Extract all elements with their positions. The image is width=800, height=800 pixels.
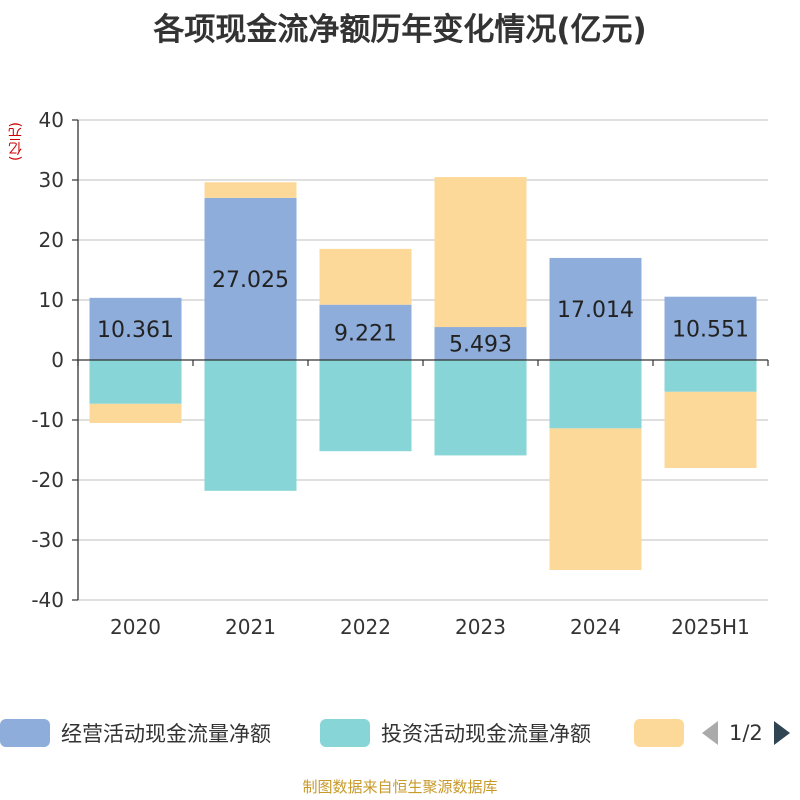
bar-financing-2022[interactable]	[319, 248, 412, 305]
legend-item-operating[interactable]: 经营活动现金流量净额	[0, 718, 271, 748]
bar-financing-2025H1[interactable]	[664, 391, 757, 468]
y-tick-label: 10	[39, 288, 64, 312]
bar-investing-2022[interactable]	[319, 360, 412, 452]
legend-swatch-investing	[320, 719, 370, 747]
x-tick-label: 2020	[110, 615, 161, 639]
labels-layer: 40 30 20 10 0 -10 -20 -30 -40 10.361 2020 27.025 202…	[31, 108, 750, 639]
bars-layer	[89, 177, 757, 570]
grid-layer	[78, 119, 768, 601]
legend: 经营活动现金流量净额 投资活动现金流量净额 1/2	[0, 712, 800, 756]
x-tick-label: 2025H1	[671, 615, 750, 639]
data-label-operating: 10.551	[672, 317, 749, 342]
x-tick-label: 2023	[455, 615, 506, 639]
y-tick-label: 40	[39, 108, 64, 132]
legend-swatch-financing	[634, 719, 684, 747]
data-source-note: 制图数据来自恒生聚源数据库	[302, 778, 498, 796]
legend-item-investing[interactable]: 投资活动现金流量净额	[320, 718, 591, 748]
bar-financing-2023[interactable]	[434, 177, 527, 328]
data-label-operating: 5.493	[449, 333, 512, 358]
data-label-operating: 27.025	[212, 268, 289, 293]
bar-investing-2021[interactable]	[204, 360, 297, 491]
bar-operating-2020[interactable]	[89, 297, 182, 360]
x-tick-label: 2024	[570, 615, 621, 639]
prev-page-icon[interactable]	[700, 719, 720, 747]
x-tick-label: 2021	[225, 615, 276, 639]
bar-financing-2024[interactable]	[549, 428, 642, 570]
bar-investing-2020[interactable]	[89, 360, 182, 404]
x-tick-label: 2022	[340, 615, 391, 639]
data-label-operating: 17.014	[557, 298, 634, 323]
bar-operating-2025H1[interactable]	[664, 296, 757, 360]
bar-financing-2021[interactable]	[204, 182, 297, 198]
legend-label-investing: 投资活动现金流量净额	[381, 722, 591, 746]
legend-pager: 1/2	[700, 718, 792, 748]
bar-financing-2020[interactable]	[89, 403, 182, 423]
y-tick-label: -40	[31, 588, 64, 612]
y-tick-label: -10	[31, 408, 64, 432]
legend-label-operating: 经营活动现金流量净额	[61, 722, 271, 746]
bar-operating-2021[interactable]	[204, 197, 297, 360]
stacked-bar-chart: 40 30 20 10 0 -10 -20 -30 -40 10.361 2020 27.025 202…	[31, 108, 769, 639]
y-tick-label: -20	[31, 468, 64, 492]
legend-swatch-operating	[0, 719, 50, 747]
y-tick-label: -30	[31, 528, 64, 552]
y-tick-label: 20	[39, 228, 64, 252]
bar-investing-2024[interactable]	[549, 360, 642, 429]
chart-title: 各项现金流净额历年变化情况(亿元)	[153, 12, 647, 48]
axis-layer	[72, 119, 769, 601]
bar-investing-2025H1[interactable]	[664, 360, 757, 392]
bar-operating-2022[interactable]	[319, 304, 412, 360]
legend-item-financing[interactable]	[634, 718, 684, 748]
y-tick-label: 0	[51, 348, 64, 372]
legend-page-indicator: 1/2	[729, 721, 763, 745]
next-page-icon[interactable]	[772, 719, 792, 747]
bar-operating-2023[interactable]	[434, 327, 527, 360]
data-label-operating: 9.221	[334, 321, 397, 346]
y-tick-label: 30	[39, 168, 64, 192]
bar-operating-2024[interactable]	[549, 257, 642, 360]
bar-investing-2023[interactable]	[434, 360, 527, 456]
data-label-operating: 10.361	[97, 318, 174, 343]
